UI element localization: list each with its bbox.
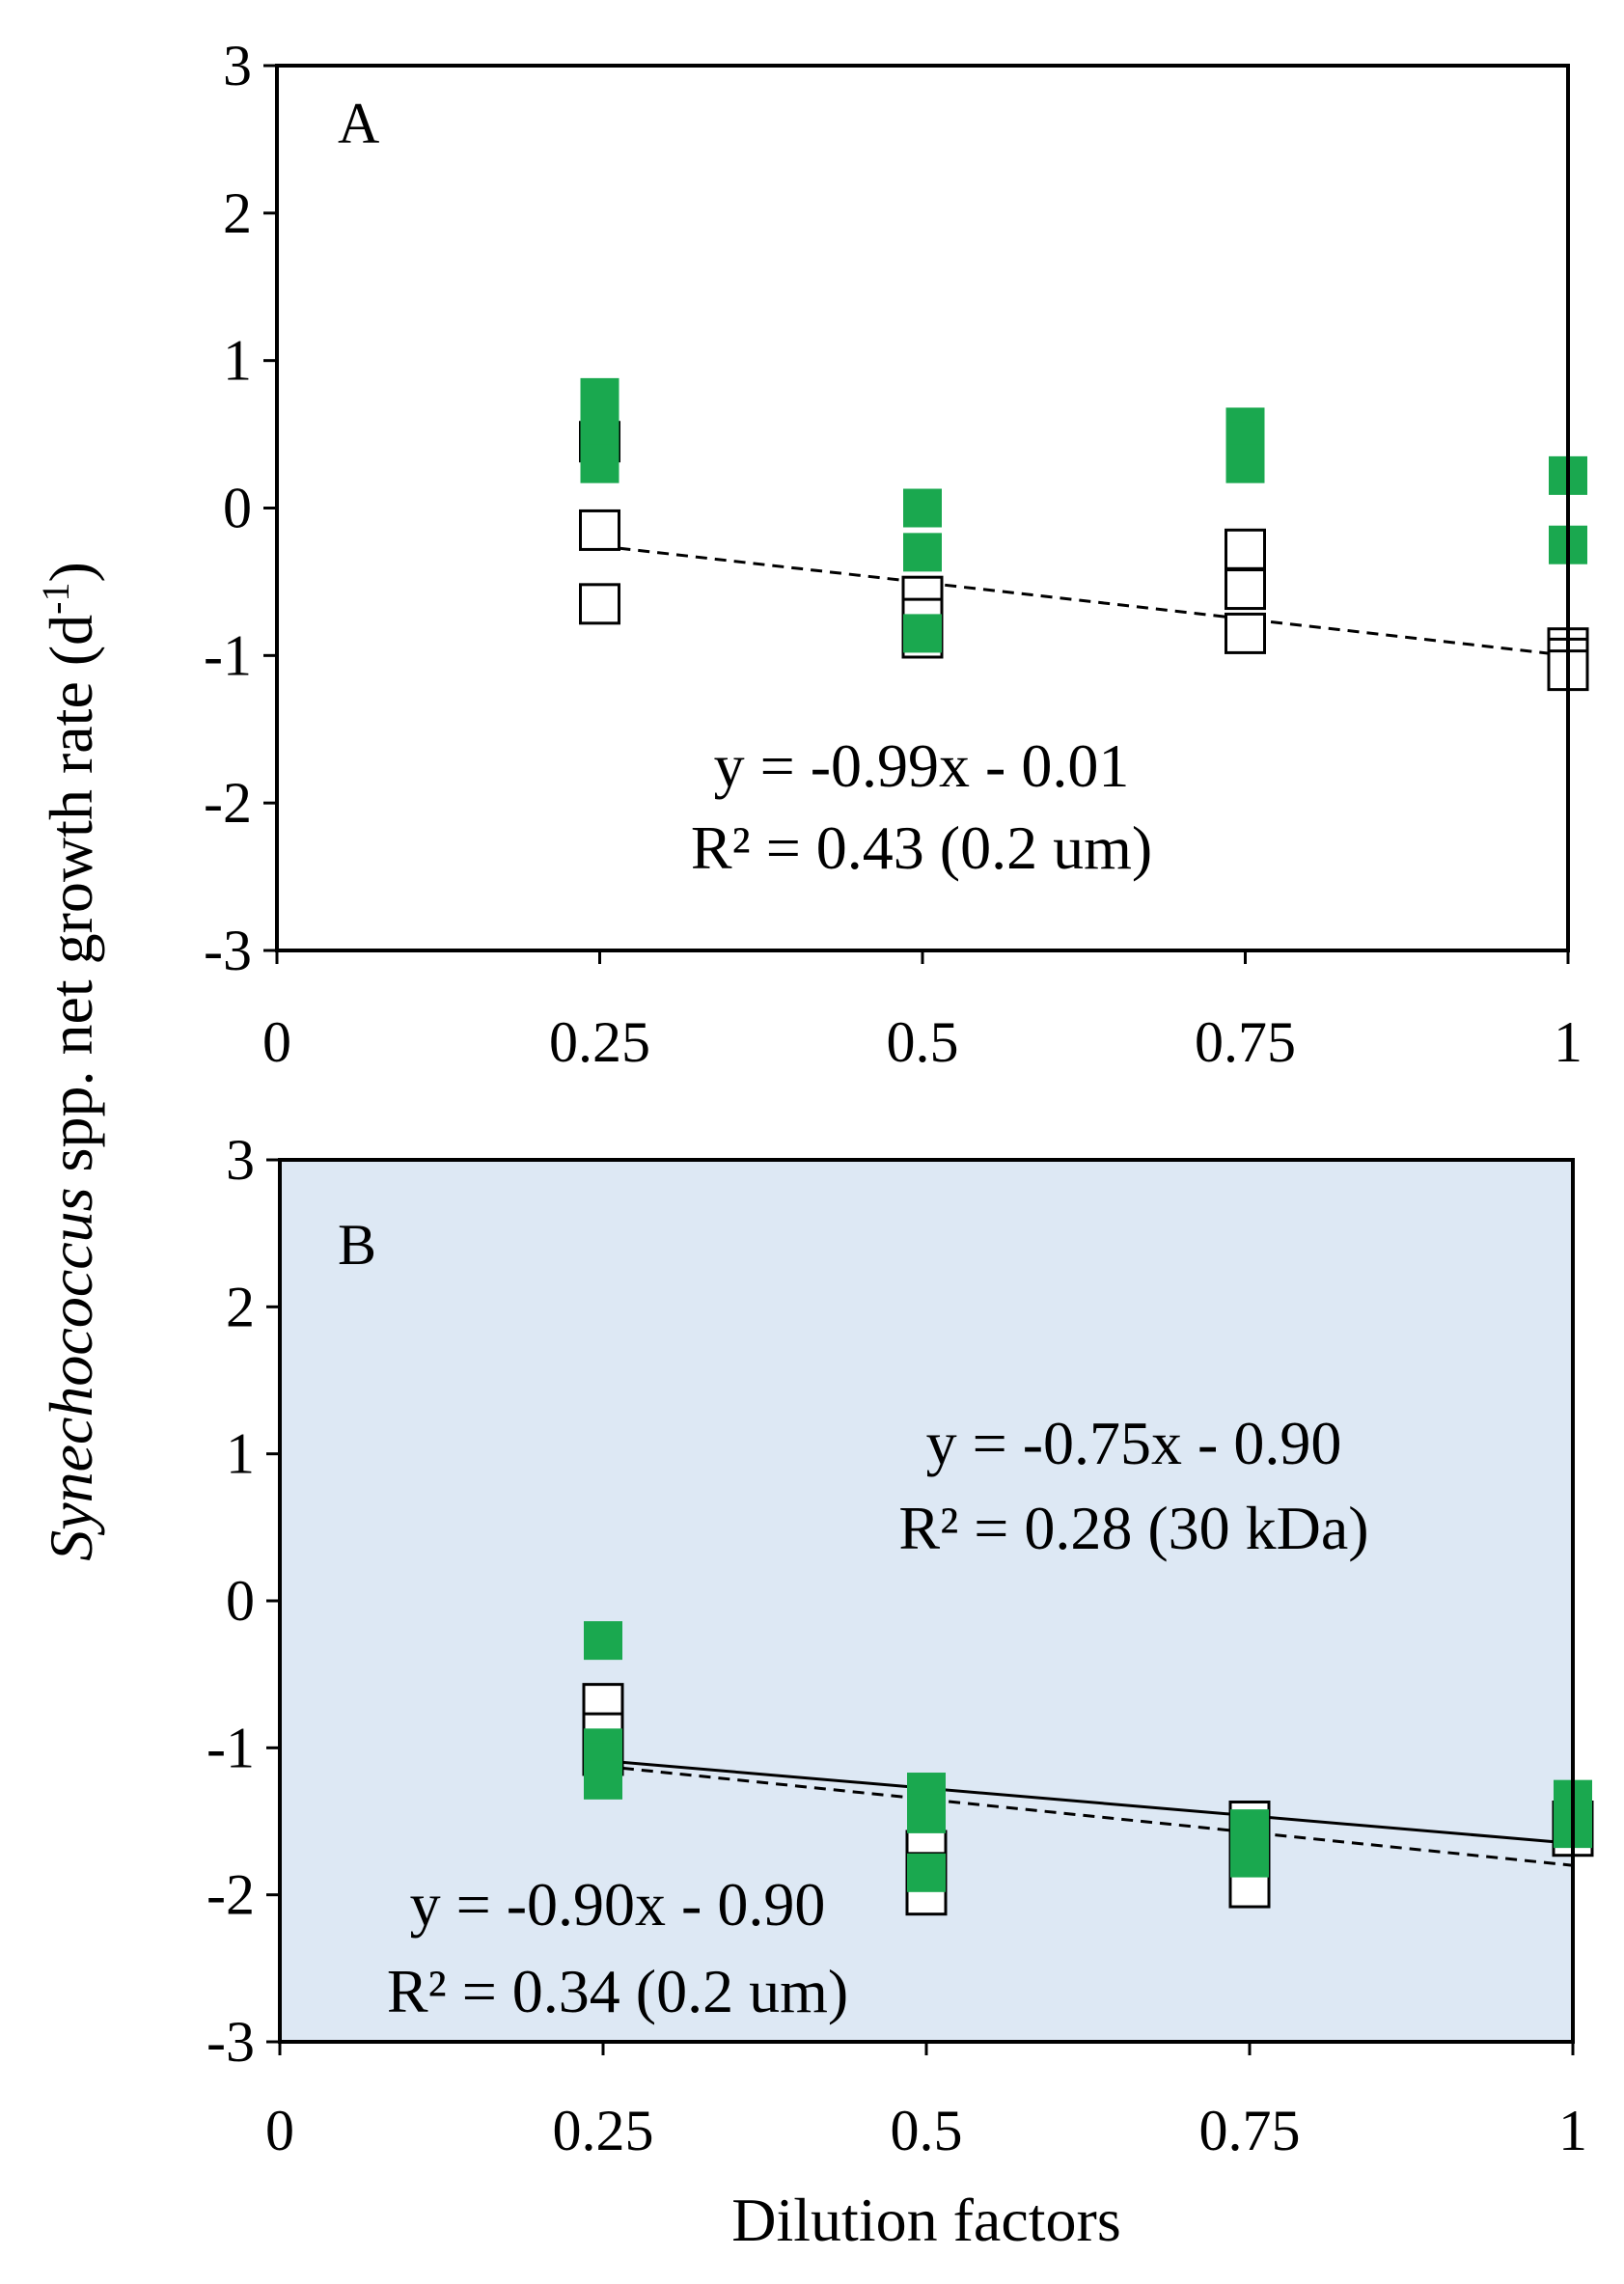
green-square-point	[903, 614, 942, 653]
open-square-point	[579, 509, 620, 551]
y-tick-label: 3	[223, 34, 252, 97]
y-axis-title-text: spp. net growth rate (d	[37, 615, 105, 1188]
green-square-point	[1230, 1838, 1269, 1878]
green-square-point	[903, 488, 942, 528]
annotation-b-equation-02um: y = -0.90x - 0.90	[410, 1870, 826, 1939]
open-square-point	[579, 583, 620, 625]
green-square-point	[1225, 444, 1265, 483]
trendlines-a	[599, 544, 1569, 657]
y-tick-label: 0	[226, 1569, 255, 1633]
x-axis-title: Dilution factors	[731, 2186, 1120, 2254]
trendline-solid	[602, 1759, 1574, 1845]
open-square-point	[1225, 612, 1266, 654]
open-square-point	[1225, 528, 1266, 570]
open-square-point	[1225, 568, 1266, 611]
y-axis-a: 3 2 1 0 -1 -2 -3	[204, 34, 277, 982]
annotation-b-equation-30kda: y = -0.75x - 0.90	[926, 1409, 1342, 1477]
y-axis-title-close: )	[37, 562, 105, 582]
x-tick-label: 0.5	[887, 1010, 959, 1074]
panel-a: 3 2 1 0 -1 -2 -3 0 0.25 0.5 0.75 1 A y = -0.99x - …	[204, 34, 1589, 1074]
y-tick-label: 2	[226, 1275, 255, 1338]
annotation-a-r2: R² = 0.43 (0.2 um)	[691, 813, 1152, 882]
x-axis-a: 0 0.25 0.5 0.75 1	[262, 950, 1583, 1074]
y-tick-label: 3	[226, 1128, 255, 1192]
y-tick-label: 2	[223, 181, 252, 245]
y-tick-label: -1	[206, 1716, 255, 1779]
y-axis-title-italic: Synechococcus	[37, 1187, 105, 1560]
green-square-point	[584, 1760, 622, 1800]
y-tick-label: 1	[226, 1422, 255, 1486]
y-axis-title: Synechococcus spp. net growth rate (d-1)	[34, 562, 105, 1561]
x-tick-label: 0.75	[1199, 2099, 1301, 2162]
green-square-point	[580, 377, 619, 417]
y-tick-label: -2	[204, 771, 252, 835]
y-tick-label: -3	[204, 919, 252, 982]
green-square-point	[903, 533, 942, 572]
panel-b: 3 2 1 0 -1 -2 -3 0 0.25 0.5 0.75 1 B y = -0.75x - …	[206, 1128, 1594, 2162]
x-tick-label: 1	[1554, 1010, 1583, 1074]
x-tick-label: 0.25	[549, 1010, 650, 1074]
y-axis-b: 3 2 1 0 -1 -2 -3	[206, 1128, 280, 2074]
markers-b	[582, 1621, 1594, 1916]
y-axis-title-superscript: -1	[34, 583, 77, 615]
green-square-point	[584, 1621, 622, 1661]
annotation-b-r2-02um: R² = 0.34 (0.2 um)	[387, 1957, 848, 2025]
panel-label-b: B	[338, 1213, 376, 1277]
y-tick-label: -3	[206, 2010, 255, 2074]
trendline-dashed	[602, 1764, 1574, 1867]
green-square-point	[907, 1794, 946, 1833]
x-tick-label: 0.75	[1195, 1010, 1296, 1074]
green-square-point	[907, 1853, 946, 1892]
markers-a	[579, 377, 1589, 692]
y-tick-label: -1	[204, 623, 252, 687]
x-tick-label: 0.25	[553, 2099, 654, 2162]
y-tick-label: 0	[223, 477, 252, 540]
trendlines-b	[602, 1759, 1574, 1867]
annotation-b-r2-30kda: R² = 0.28 (30 kDa)	[898, 1494, 1368, 1562]
y-tick-label: -2	[206, 1863, 255, 1927]
annotation-a-equation: y = -0.99x - 0.01	[714, 731, 1130, 800]
panel-label-a: A	[338, 92, 379, 155]
x-tick-label: 0	[262, 1010, 291, 1074]
y-tick-label: 1	[223, 329, 252, 393]
x-tick-label: 0	[265, 2099, 294, 2162]
green-square-point	[580, 444, 619, 483]
trendline-dashed	[599, 544, 1569, 657]
x-tick-label: 0.5	[891, 2099, 963, 2162]
x-tick-label: 1	[1558, 2099, 1587, 2162]
x-axis-b: 0 0.25 0.5 0.75 1	[265, 2042, 1587, 2162]
